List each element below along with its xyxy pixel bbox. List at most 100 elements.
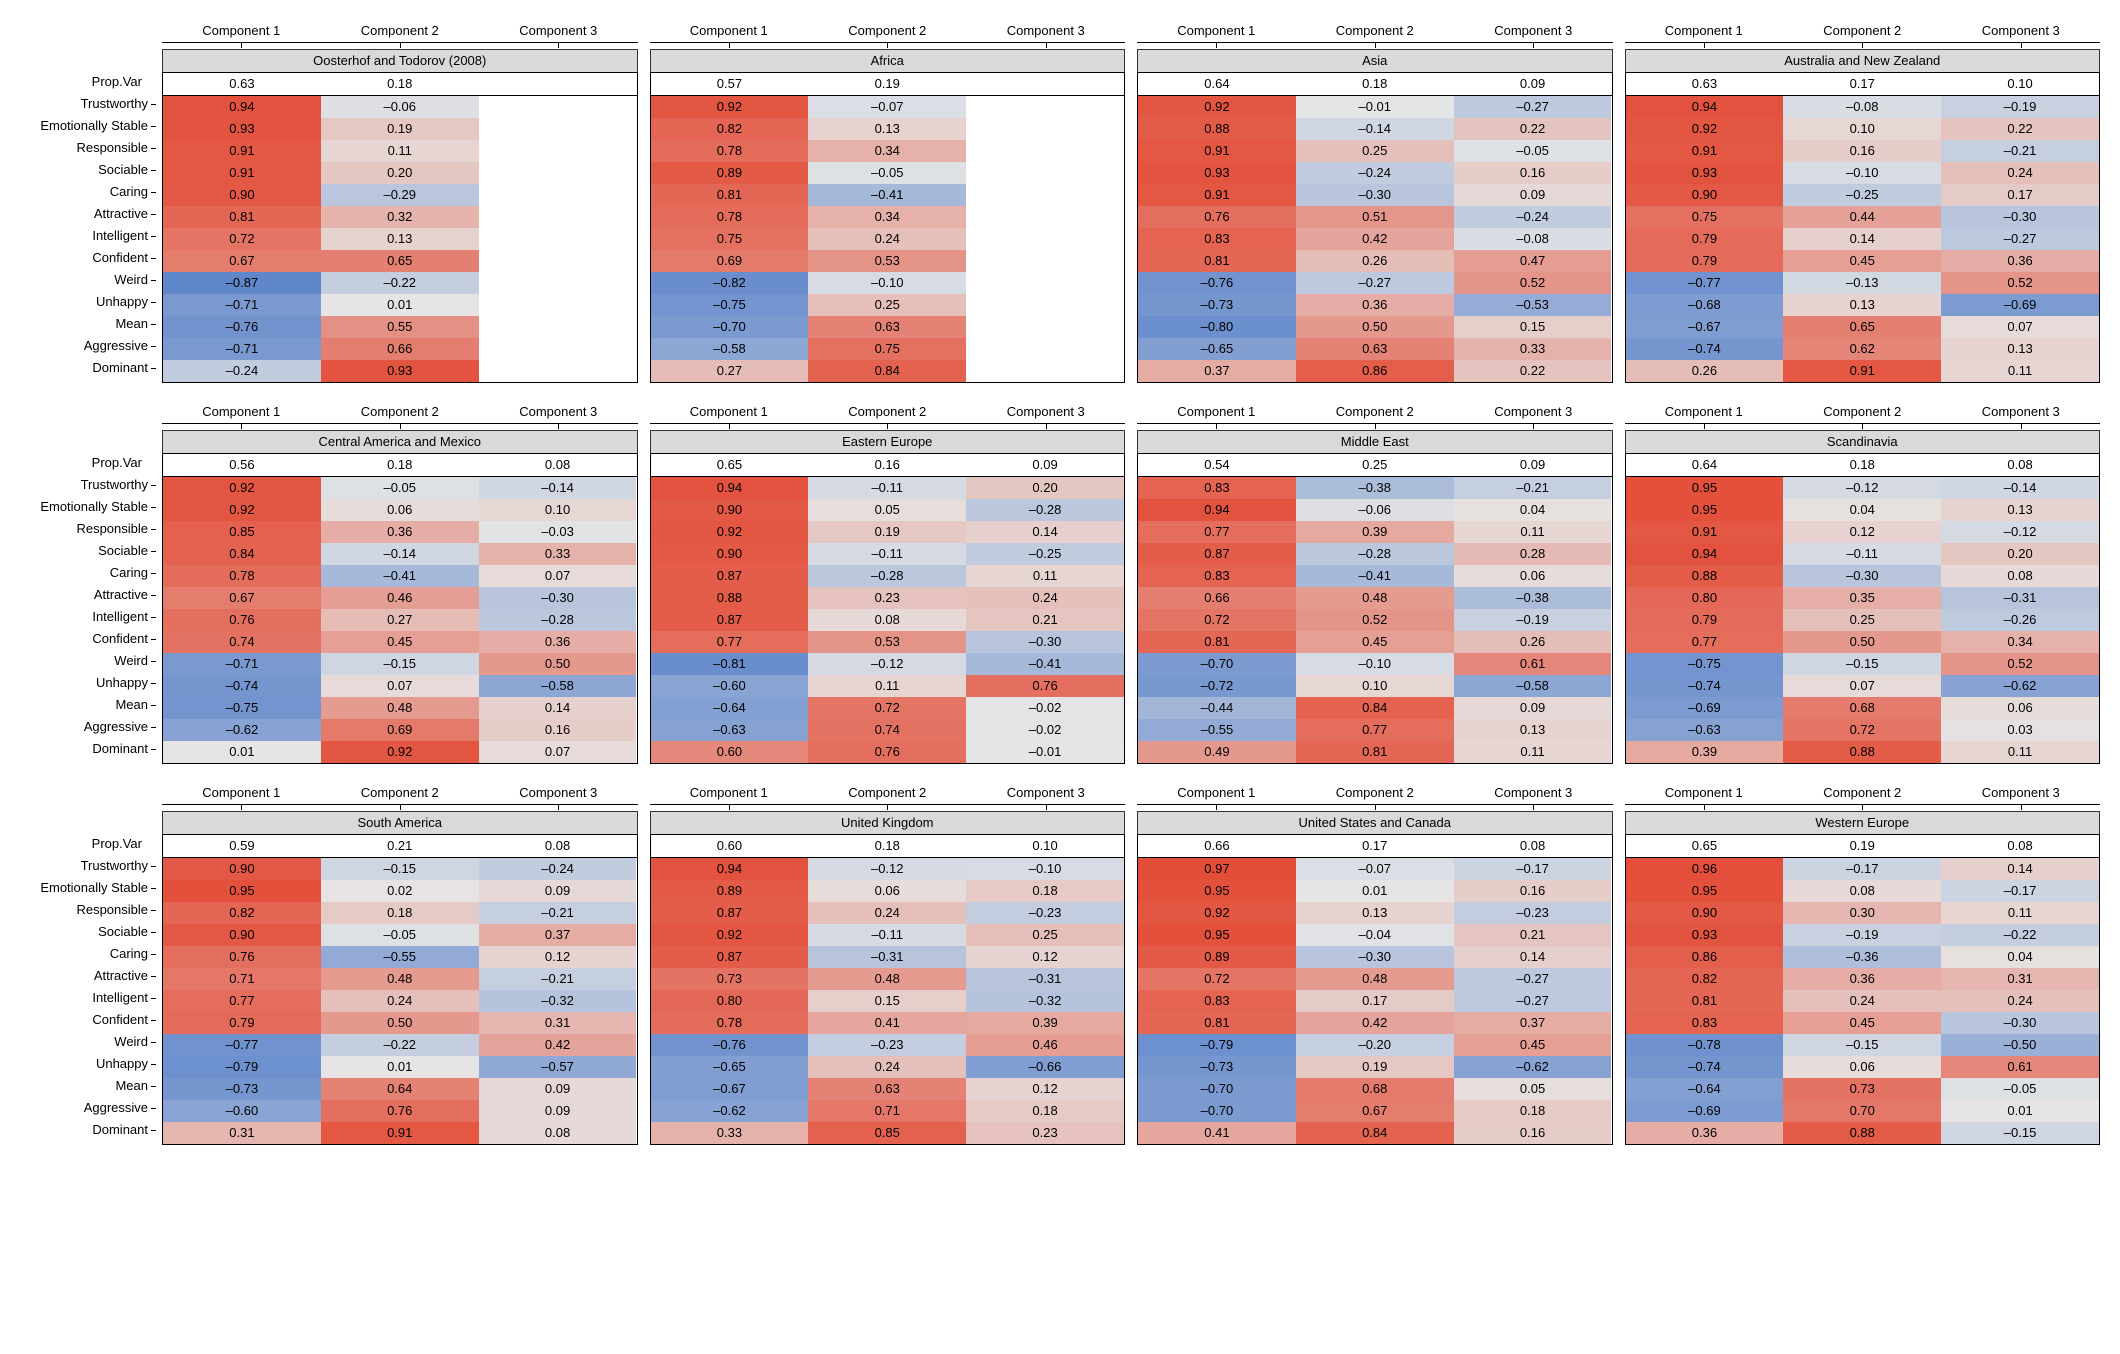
heatmap-row: 0.78–0.410.07: [163, 565, 637, 587]
heatmap-row: 0.81–0.41: [651, 184, 1125, 206]
propvar-cell: 0.08: [479, 835, 637, 857]
component-headers: Component 1Component 2Component 3: [1625, 20, 2101, 42]
heatmap-row: –0.76–0.270.52: [1138, 272, 1612, 294]
component-headers: Component 1Component 2Component 3: [650, 782, 1126, 804]
heatmap-cell: 0.92: [651, 521, 809, 543]
heatmap-cell: –0.80: [1138, 316, 1296, 338]
heatmap-cell: –0.60: [163, 1100, 321, 1122]
propvar-cell: 0.18: [321, 73, 479, 95]
row-labels: Prop.VarTrustworthyEmotionally StableRes…: [20, 20, 150, 383]
heatmap-cell: 0.88: [1783, 1122, 1941, 1144]
heatmap-cell: 0.20: [966, 477, 1124, 499]
heatmap-cell: 0.79: [1626, 250, 1784, 272]
heatmap-cell: 0.42: [1296, 228, 1454, 250]
heatmap-cell: 0.25: [1783, 609, 1941, 631]
heatmap-cell: –0.75: [1626, 653, 1784, 675]
heatmap-cell: 0.93: [1138, 162, 1296, 184]
heatmap-cell: 0.97: [1138, 858, 1296, 880]
heatmap-cell: 0.91: [163, 140, 321, 162]
heatmap-cell: 0.84: [1296, 1122, 1454, 1144]
heatmap-cell: 0.75: [1626, 206, 1784, 228]
heatmap-cell: 0.16: [1454, 880, 1612, 902]
heatmap-cell: –0.25: [966, 543, 1124, 565]
heatmap-row: 0.820.13: [651, 118, 1125, 140]
heatmap-cell: 0.34: [808, 206, 966, 228]
heatmap-row: –0.720.10–0.58: [1138, 675, 1612, 697]
heatmap-cell: –0.76: [1138, 272, 1296, 294]
heatmap-cell: [479, 162, 637, 184]
heatmap-cell: 0.88: [1138, 118, 1296, 140]
heatmap-cell: 0.35: [1783, 587, 1941, 609]
heatmap-cell: –0.02: [966, 719, 1124, 741]
row-label-propvar: Prop.Var: [20, 832, 150, 855]
heatmap-cell: –0.15: [1941, 1122, 2099, 1144]
heatmap-cell: 0.86: [1296, 360, 1454, 382]
heatmap-cell: 0.06: [321, 499, 479, 521]
heatmap-row: 0.920.13–0.23: [1138, 902, 1612, 924]
heatmap-cell: –0.30: [479, 587, 637, 609]
heatmap-cell: 0.23: [966, 1122, 1124, 1144]
heatmap-cell: 0.63: [808, 1078, 966, 1100]
row-label: Sociable: [20, 159, 150, 181]
heatmap-cell: 0.07: [321, 675, 479, 697]
heatmap-cell: 0.74: [808, 719, 966, 741]
heatmap-cell: 0.96: [1626, 858, 1784, 880]
heatmap-row: 0.370.860.22: [1138, 360, 1612, 382]
propvar-cell: 0.63: [1626, 73, 1784, 95]
heatmap-cell: –0.19: [1783, 924, 1941, 946]
heatmap-row: –0.550.770.13: [1138, 719, 1612, 741]
component-header: Component 1: [162, 20, 321, 42]
heatmap-cell: 0.81: [163, 206, 321, 228]
heatmap-cell: 0.30: [1783, 902, 1941, 924]
propvar-cell: [966, 73, 1124, 95]
row-label: Intelligent: [20, 225, 150, 247]
heatmap-row: 0.820.360.31: [1626, 968, 2100, 990]
heatmap-cell: [479, 206, 637, 228]
heatmap-cell: –0.10: [1783, 162, 1941, 184]
heatmap-cell: 0.13: [808, 118, 966, 140]
heatmap-cell: [479, 250, 637, 272]
heatmap-cell: 0.92: [1626, 118, 1784, 140]
heatmap-cell: [479, 316, 637, 338]
heatmap-cell: –0.87: [163, 272, 321, 294]
heatmap-cell: 0.08: [479, 1122, 637, 1144]
heatmap-cell: 0.78: [651, 140, 809, 162]
heatmap-cell: 0.94: [1626, 543, 1784, 565]
row-label: Dominant: [20, 357, 150, 379]
heatmap-row: –0.750.480.14: [163, 697, 637, 719]
heatmap-row: 0.720.52–0.19: [1138, 609, 1612, 631]
component-header: Component 2: [808, 782, 967, 804]
heatmap-row: 0.95–0.12–0.14: [1626, 477, 2100, 499]
heatmap-row: 0.690.53: [651, 250, 1125, 272]
heatmap-row: –0.760.55: [163, 316, 637, 338]
heatmap-cell: 0.18: [966, 880, 1124, 902]
heatmap-cell: 0.07: [479, 741, 637, 763]
heatmap-row: 0.92–0.07: [651, 96, 1125, 118]
heatmap-cell: 0.33: [479, 543, 637, 565]
heatmap-panel: Component 1Component 2Component 3Austral…: [1625, 20, 2101, 383]
propvar-row: 0.640.180.08: [1625, 453, 2101, 476]
heatmap-row: 0.790.500.31: [163, 1012, 637, 1034]
heatmap-cell: 0.01: [1941, 1100, 2099, 1122]
heatmap-row: 0.810.450.26: [1138, 631, 1612, 653]
heatmap-cell: 0.92: [1138, 902, 1296, 924]
row-label-propvar: Prop.Var: [20, 451, 150, 474]
heatmap-cell: 0.11: [808, 675, 966, 697]
heatmap-cell: –0.14: [1296, 118, 1454, 140]
heatmap-cell: 0.19: [1296, 1056, 1454, 1078]
propvar-row: 0.570.19: [650, 72, 1126, 95]
heatmap-row: 0.780.34: [651, 206, 1125, 228]
heatmap-cell: 0.20: [1941, 543, 2099, 565]
heatmap-cell: –0.05: [808, 162, 966, 184]
heatmap-row: 0.950.020.09: [163, 880, 637, 902]
heatmap-cell: 0.24: [321, 990, 479, 1012]
heatmap-row: 0.94–0.110.20: [651, 477, 1125, 499]
heatmap-cell: 0.77: [1296, 719, 1454, 741]
heatmap-cell: –0.20: [1296, 1034, 1454, 1056]
heatmap-cell: 0.52: [1941, 272, 2099, 294]
heatmap-cell: –0.25: [1783, 184, 1941, 206]
heatmap-cell: –0.32: [479, 990, 637, 1012]
heatmap-row: 0.94–0.12–0.10: [651, 858, 1125, 880]
heatmap-cell: –0.02: [966, 697, 1124, 719]
heatmap-cell: 0.22: [1454, 118, 1612, 140]
